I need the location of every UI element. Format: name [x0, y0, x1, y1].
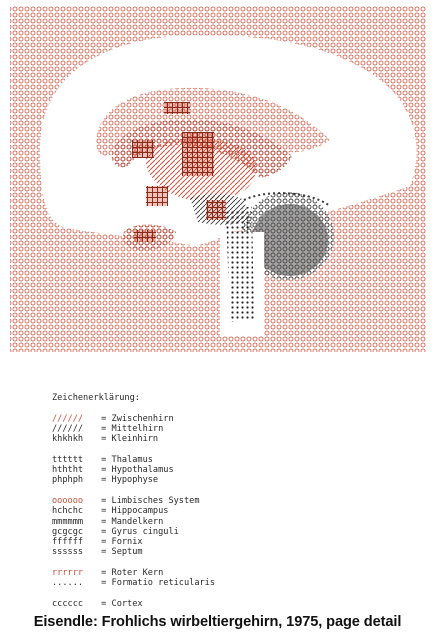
legend-row: ffffff = Fornix — [52, 537, 143, 548]
legend-row: hchchc = Hippocampus — [52, 506, 169, 517]
legend-row: cccccc = Cortex — [52, 598, 143, 609]
legend-group: oooooo = Limbisches System hchchc = Hippo… — [52, 496, 215, 558]
legend-symbol: mmmmmm — [52, 516, 84, 527]
legend-row: ////// = Zwischenhirn — [52, 413, 174, 424]
legend-label: Formatio reticularis — [111, 578, 216, 589]
legend-group: ////// = Zwischenhirn////// = Mittelhirn… — [52, 414, 215, 445]
legend-symbol: ////// — [52, 413, 84, 424]
roter-kern-block — [206, 200, 226, 220]
septum-block — [164, 102, 190, 114]
legend-symbol: ////// — [52, 423, 84, 434]
legend-row: ssssss = Septum — [52, 547, 143, 558]
legend-label: Limbisches System — [111, 495, 200, 506]
legend-row: gcgcgc = Gyrus cinguli — [52, 526, 179, 537]
legend-label: Hippocampus — [111, 506, 169, 517]
legend-symbol: tttttt — [52, 454, 84, 465]
legend-symbol: hchchc — [52, 506, 84, 517]
legend-label: Gyrus cinguli — [111, 526, 179, 537]
legend-label: Hypothalamus — [111, 465, 174, 476]
formatio-reticularis-region — [226, 206, 254, 322]
legend-symbol: ffffff — [52, 537, 84, 548]
cerebellum-outline — [243, 192, 331, 207]
legend-label: Fornix — [111, 537, 143, 548]
cerebellum-shade — [252, 204, 328, 276]
legend-label: Mittelhirn — [111, 423, 164, 434]
legend-row: ////// = Mittelhirn — [52, 423, 164, 434]
legend-heading: Zeichenerklärung: — [52, 393, 140, 403]
legend-symbol: hththt — [52, 465, 84, 476]
legend-group: rrrrrr = Roter Kern...... = Formatio ret… — [52, 568, 215, 589]
legend-row: rrrrrr = Roter Kern — [52, 568, 164, 579]
legend-label: Thalamus — [111, 454, 153, 465]
legend-row: ...... = Formatio reticularis — [52, 578, 216, 589]
legend-row: hththt = Hypothalamus — [52, 465, 174, 476]
legend-row: tttttt = Thalamus — [52, 454, 153, 465]
legend-groups: ////// = Zwischenhirn////// = Mittelhirn… — [52, 414, 215, 610]
legend-label: Zwischenhirn — [111, 413, 174, 424]
legend-group: cccccc = Cortex — [52, 599, 215, 609]
legend-symbol: oooooo — [52, 495, 84, 506]
typewriter-brain-artwork — [10, 6, 426, 352]
legend-label: Cortex — [111, 598, 143, 609]
legend-symbol: gcgcgc — [52, 526, 84, 537]
legend-symbol: cccccc — [52, 598, 84, 609]
legend-symbol: phphph — [52, 475, 84, 486]
legend-label: Hypophyse — [111, 475, 159, 486]
legend-label: Kleinhirn — [111, 434, 159, 445]
fornix-block — [132, 140, 154, 158]
legend-symbol: ssssss — [52, 547, 84, 558]
thalamus-block — [182, 132, 214, 176]
legend-row: phphph = Hypophyse — [52, 475, 159, 486]
legend-symbol: ...... — [52, 578, 84, 589]
legend-label: Septum — [111, 547, 143, 558]
legend-symbol: khkhkh — [52, 434, 84, 445]
legend-group: tttttt = Thalamus hththt = Hypothalamus ph… — [52, 455, 215, 486]
legend-row: khkhkh = Kleinhirn — [52, 434, 159, 445]
legend-row: oooooo = Limbisches System — [52, 495, 200, 506]
legend-label: Roter Kern — [111, 568, 164, 579]
legend: Zeichenerklärung: ////// = Zwischenhirn /… — [52, 393, 215, 620]
mandelkern-block — [134, 230, 156, 242]
image-caption: Eisendle: Frohlichs wirbeltiergehirn, 19… — [33, 614, 402, 630]
legend-symbol: rrrrrr — [52, 568, 84, 579]
legend-row: mmmmmm = Mandelkern — [52, 516, 164, 527]
legend-label: Mandelkern — [111, 516, 164, 527]
amygdala-cluster — [146, 186, 168, 206]
